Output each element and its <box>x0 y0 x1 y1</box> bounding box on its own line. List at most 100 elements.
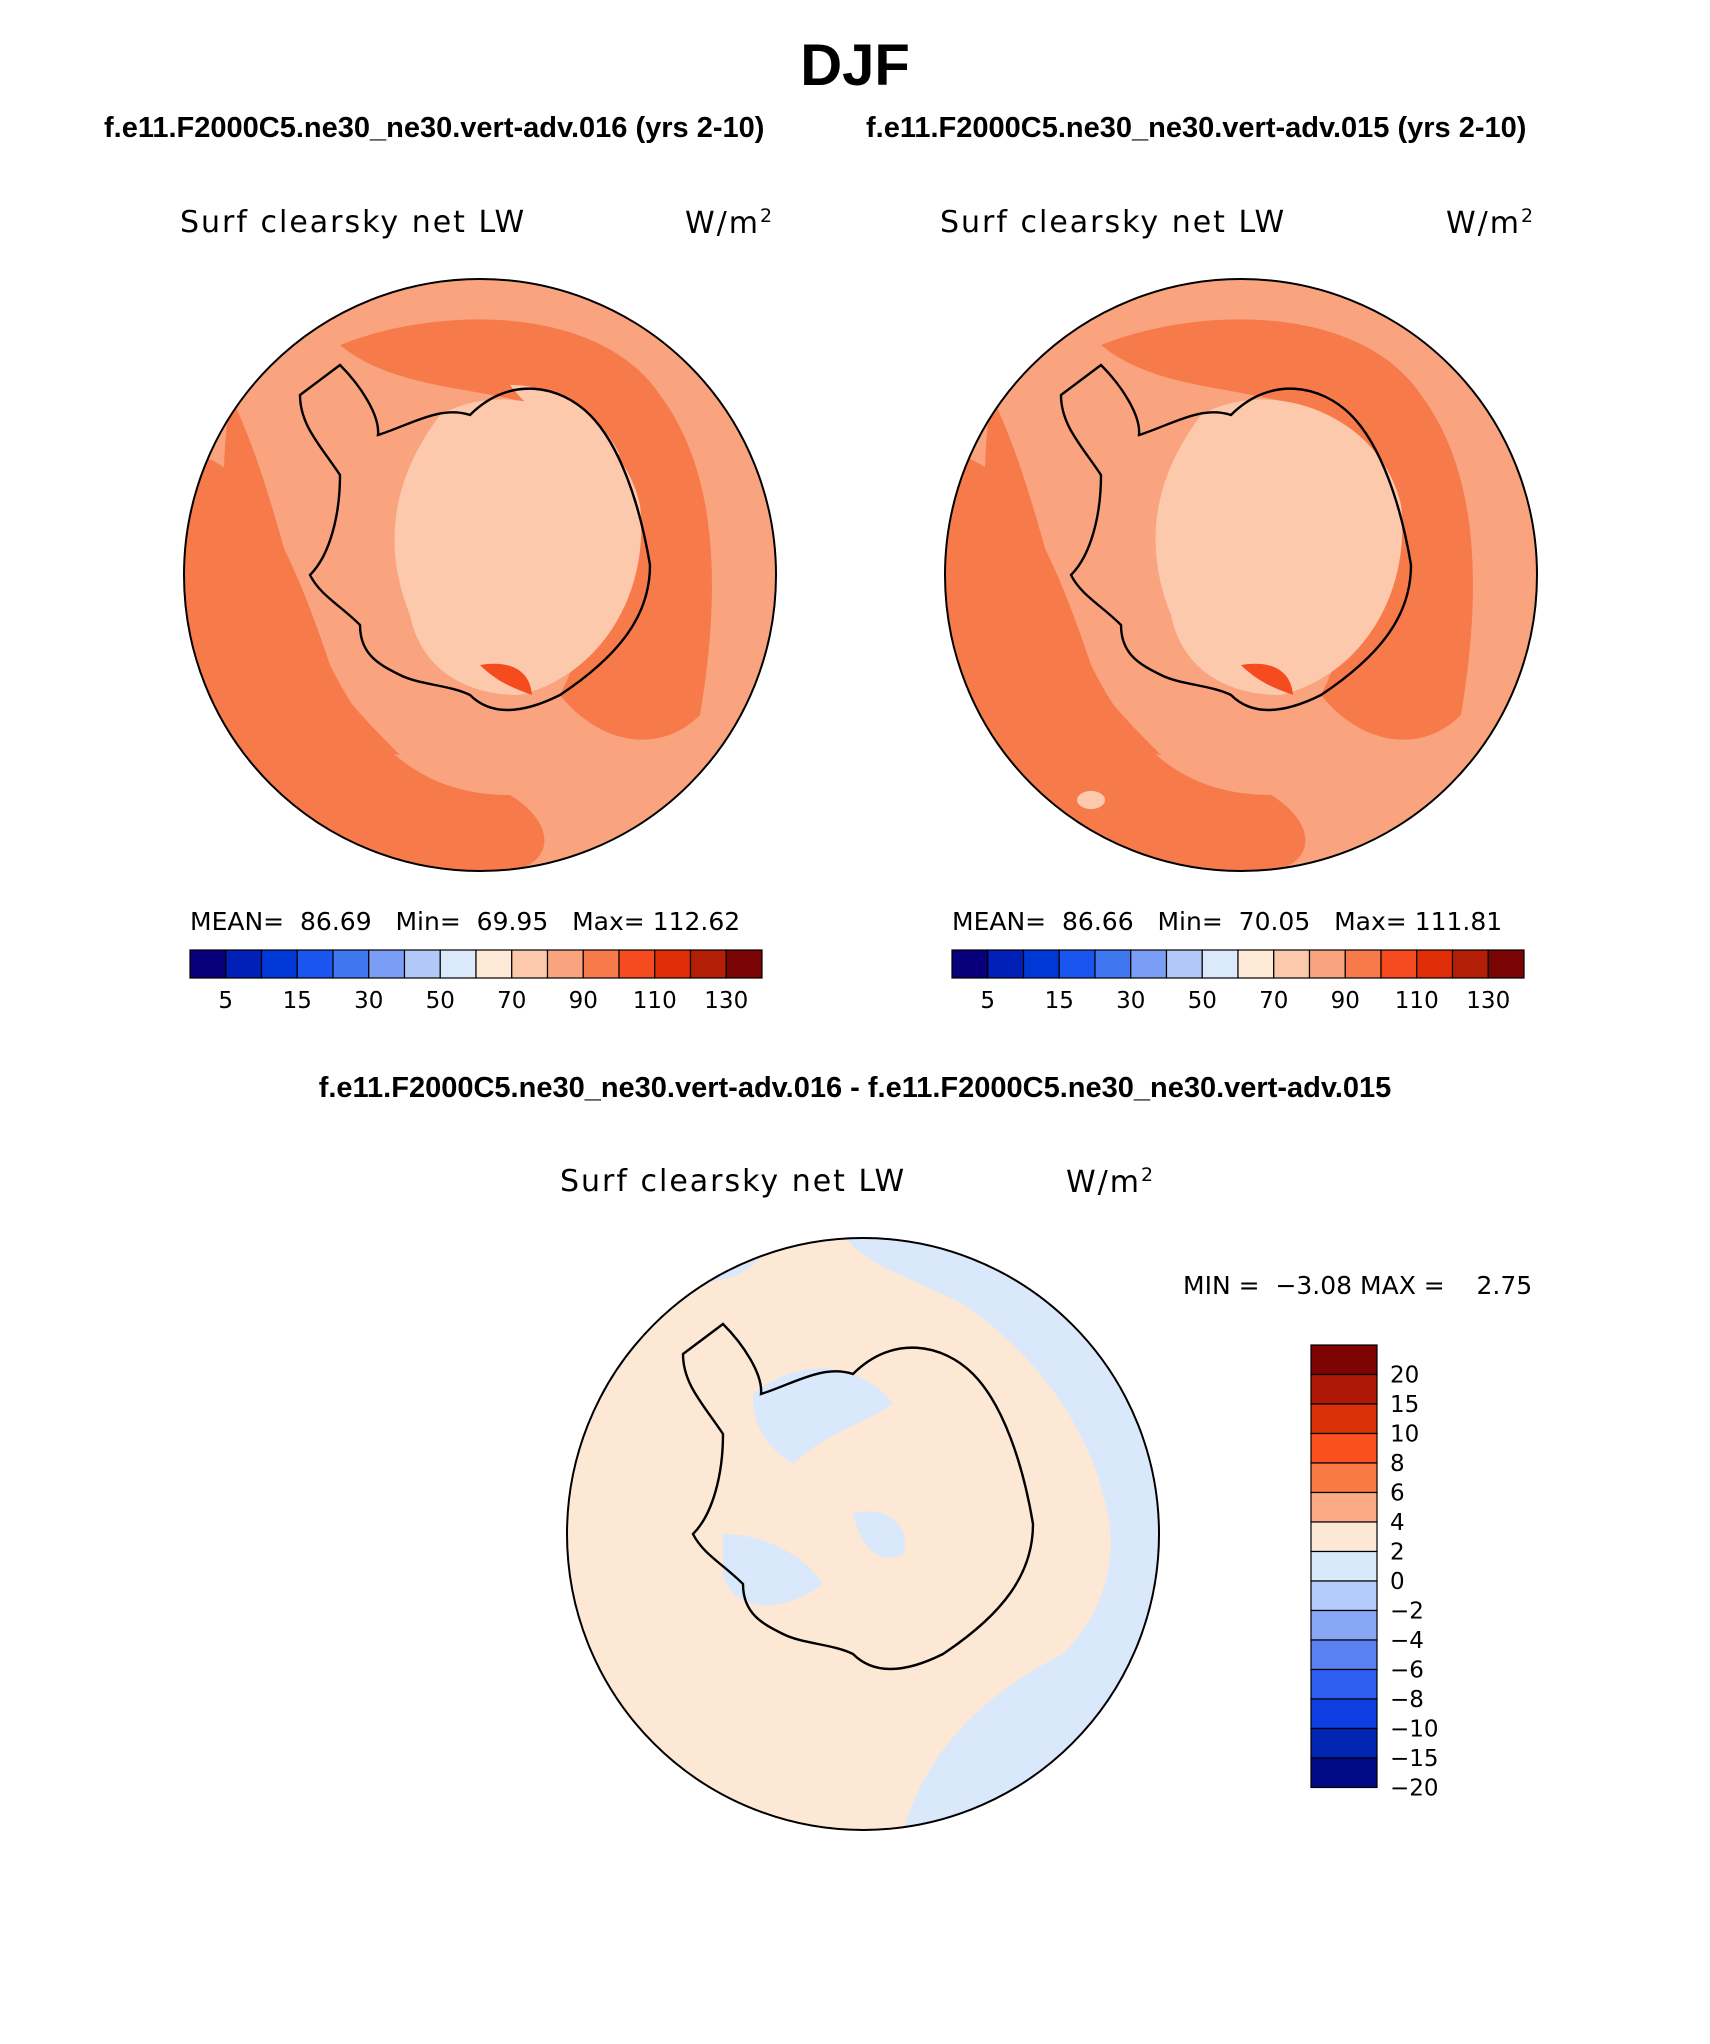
colorbar-box <box>1310 1727 1378 1759</box>
contour-region <box>1155 399 1403 695</box>
polar-map-right <box>944 278 1538 872</box>
page-title: DJF <box>800 33 910 98</box>
colorbar-box <box>987 949 1025 979</box>
colorbar-tick-label: 90 <box>1331 988 1360 1014</box>
contour-region <box>1077 791 1105 809</box>
colorbar-tick-label: −10 <box>1390 1717 1439 1743</box>
colorbar-box <box>1310 1550 1378 1582</box>
colorbar-box <box>403 949 441 979</box>
contour-region <box>394 399 642 695</box>
colorbar-tick-label: 70 <box>1259 988 1288 1014</box>
colorbar-box <box>1094 949 1132 979</box>
stats-right: MEAN= 86.66 Min= 70.05 Max= 111.81 <box>952 907 1503 936</box>
colorbar-box <box>1310 1344 1378 1376</box>
colorbar-box <box>1310 1521 1378 1553</box>
colorbar-tick-label: −4 <box>1390 1628 1424 1654</box>
colorbar-box <box>1380 949 1418 979</box>
colorbar-box <box>1165 949 1203 979</box>
colorbar-box <box>225 949 263 979</box>
variable-label-left: Surf clearsky net LW <box>180 205 527 240</box>
contour-region <box>723 1534 823 1606</box>
map-boundary <box>566 1237 1160 1831</box>
variable-label-diff: Surf clearsky net LW <box>560 1164 907 1199</box>
colorbar-right: 5 15 30 50 70 90 110 130 <box>951 949 1525 1014</box>
colorbar-tick-label: −6 <box>1390 1658 1424 1684</box>
colorbar-tick-label: 15 <box>1045 988 1074 1014</box>
colorbar-box <box>260 949 298 979</box>
colorbar-box <box>618 949 656 979</box>
colorbar-tick-label: 15 <box>283 988 312 1014</box>
colorbar-box <box>1310 1698 1378 1730</box>
contour-region <box>480 663 532 695</box>
colorbar-tick-label: 0 <box>1390 1569 1405 1595</box>
colorbar-tick-label: 130 <box>1466 988 1510 1014</box>
contour-region <box>984 395 1161 755</box>
units-label-right: W/m2 <box>1446 205 1536 241</box>
colorbar-tick-label: 20 <box>1390 1363 1419 1389</box>
contour-region <box>853 1511 905 1558</box>
colorbar-tick-label: 6 <box>1390 1481 1405 1507</box>
contour-region <box>753 1368 893 1464</box>
colorbar-box <box>654 949 692 979</box>
colorbar-box <box>1310 1432 1378 1464</box>
units-label-diff: W/m2 <box>1066 1164 1156 1200</box>
case-title-left: f.e11.F2000C5.ne30_ne30.vert-adv.016 (yr… <box>104 112 765 144</box>
stats-diff: MIN = −3.08 MAX = 2.75 <box>1183 1271 1533 1300</box>
colorbar-box <box>1310 1757 1378 1789</box>
colorbar-box <box>1201 949 1239 979</box>
contour-region <box>340 319 712 740</box>
colorbar-box <box>546 949 584 979</box>
colorbar-tick-label: −20 <box>1390 1776 1439 1802</box>
antarctica-coastline <box>298 363 652 712</box>
colorbar-tick-label: −15 <box>1390 1746 1439 1772</box>
colorbar-tick-label: 70 <box>497 988 526 1014</box>
diff-title: f.e11.F2000C5.ne30_ne30.vert-adv.016 - f… <box>318 1072 1392 1104</box>
colorbar-tick-label: −8 <box>1390 1687 1424 1713</box>
colorbar-box <box>439 949 477 979</box>
colorbar-box <box>1058 949 1096 979</box>
colorbar-box <box>1310 1491 1378 1523</box>
colorbar-tick-label: 110 <box>1395 988 1439 1014</box>
colorbar-tick-label: 130 <box>704 988 748 1014</box>
colorbar-box <box>1237 949 1275 979</box>
colorbar-tick-label: 50 <box>426 988 455 1014</box>
colorbar-tick-label: 4 <box>1390 1510 1405 1536</box>
colorbar-box <box>296 949 334 979</box>
colorbar-box <box>368 949 406 979</box>
antarctica-coastline <box>1059 363 1413 712</box>
case-title-right: f.e11.F2000C5.ne30_ne30.vert-adv.015 (yr… <box>866 112 1527 144</box>
colorbar-box <box>1310 1403 1378 1435</box>
contour-region <box>510 385 620 455</box>
colorbar-box <box>1310 1462 1378 1494</box>
colorbar-box <box>1310 1373 1378 1405</box>
map-boundary <box>183 278 777 872</box>
colorbar-box <box>1344 949 1382 979</box>
colorbar-tick-label: 30 <box>354 988 383 1014</box>
colorbar-tick-label: 50 <box>1188 988 1217 1014</box>
colorbar-tick-label: 2 <box>1390 1540 1405 1566</box>
colorbar-box <box>1310 1609 1378 1641</box>
colorbar-box <box>189 949 227 979</box>
colorbar-tick-label: 30 <box>1116 988 1145 1014</box>
colorbar-tick-label: 15 <box>1390 1392 1419 1418</box>
map-boundary <box>944 278 1538 872</box>
colorbar-tick-label: 90 <box>569 988 598 1014</box>
colorbar-tick-label: 10 <box>1390 1422 1419 1448</box>
polar-map-diff <box>566 1237 1160 1831</box>
colorbar-box <box>1487 949 1525 979</box>
colorbar-box <box>1416 949 1454 979</box>
variable-label-right: Surf clearsky net LW <box>940 205 1287 240</box>
colorbar-box <box>689 949 727 979</box>
colorbar-box <box>1310 1639 1378 1671</box>
contour-region <box>1101 319 1473 740</box>
contour-region <box>843 1238 1159 1830</box>
colorbar-tick-label: 5 <box>980 988 995 1014</box>
colorbar-box <box>1308 949 1346 979</box>
colorbar-box <box>1273 949 1311 979</box>
colorbar-box <box>475 949 513 979</box>
stats-left: MEAN= 86.69 Min= 69.95 Max= 112.62 <box>190 907 741 936</box>
contour-region <box>223 395 400 755</box>
colorbar-box <box>332 949 370 979</box>
colorbar-tick-label: −2 <box>1390 1599 1424 1625</box>
